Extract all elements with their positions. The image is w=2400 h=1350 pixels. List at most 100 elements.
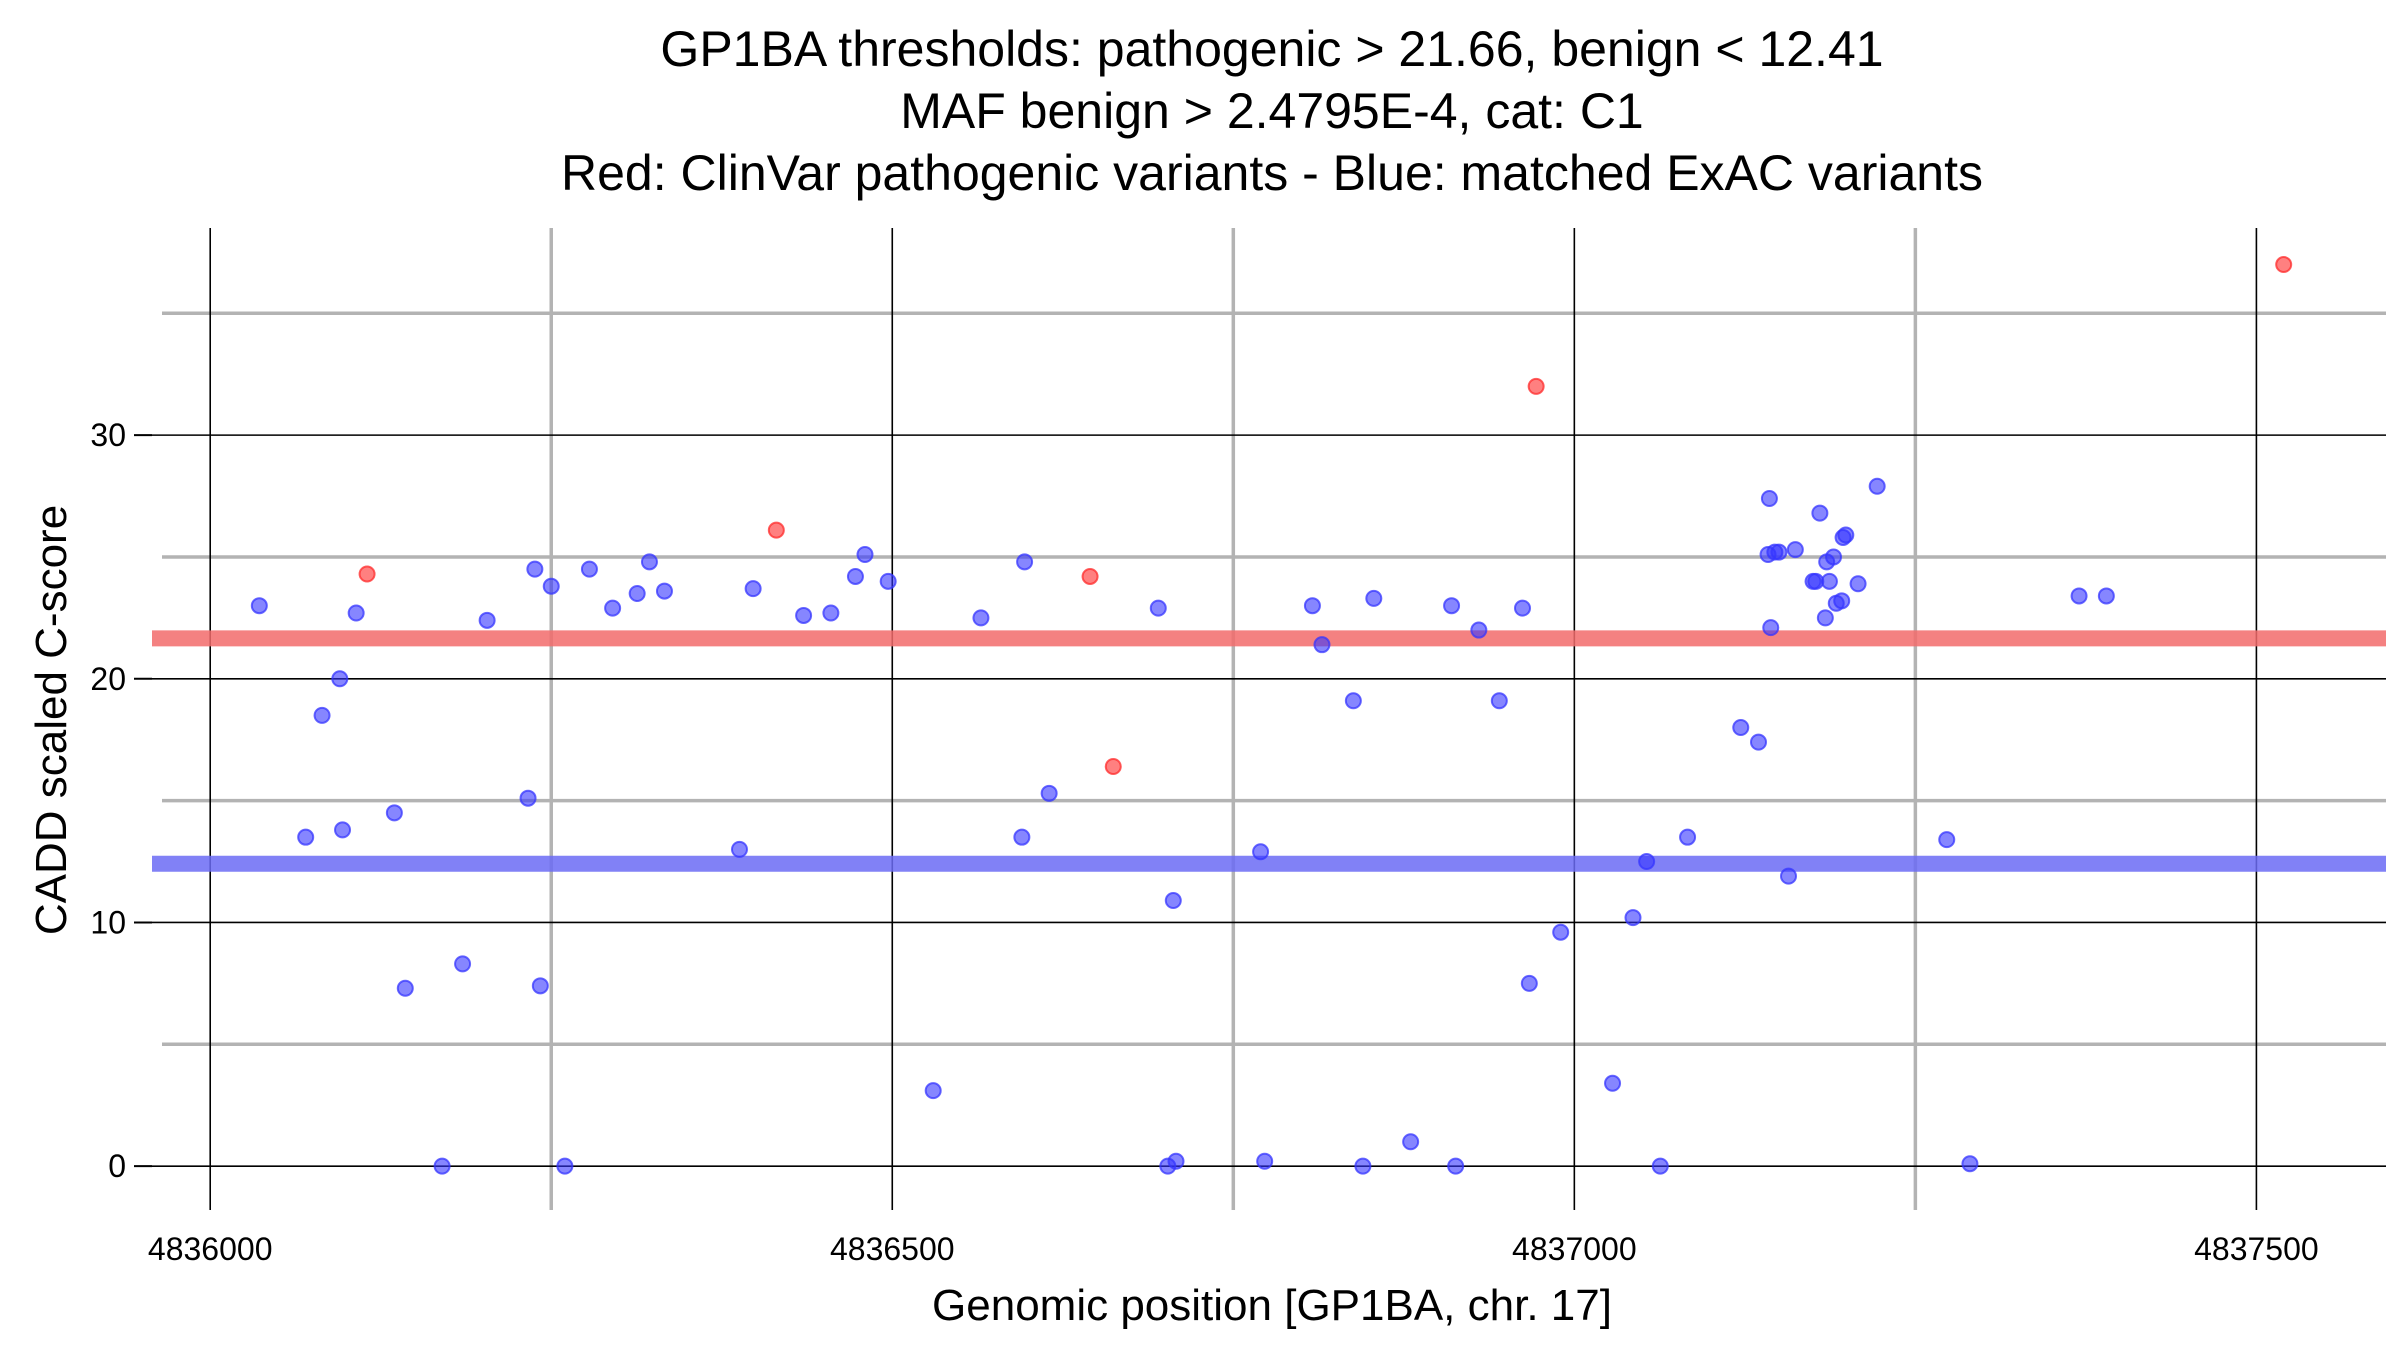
data-point [1013,828,1031,846]
data-point [1816,609,1834,627]
data-point [1081,567,1099,585]
data-point [358,565,376,583]
x-tick-label: 4836500 [830,1231,955,1267]
data-point [1490,692,1508,710]
data-point [2097,587,2115,605]
data-point [1016,553,1034,571]
data-point [655,582,673,600]
data-point [542,577,560,595]
data-point [1104,758,1122,776]
data-point [1811,504,1829,522]
data-point [1780,867,1798,885]
data-point [640,553,658,571]
data-point [1868,477,1886,495]
x-tick-label: 4837500 [2194,1231,2319,1267]
data-point [1365,589,1383,607]
data-point [1256,1152,1274,1170]
data-point [1760,489,1778,507]
data-point [1786,541,1804,559]
data-point [1520,974,1538,992]
data-point [1470,621,1488,639]
data-point [1303,597,1321,615]
data-point [454,955,472,973]
data-point [795,606,813,624]
data-point [1604,1074,1622,1092]
data-point [924,1082,942,1100]
data-point [1762,619,1780,637]
data-point [1849,575,1867,593]
data-point [2070,587,2088,605]
data-point [297,828,315,846]
data-point [313,706,331,724]
data-point [1552,923,1570,941]
data-point [1167,1152,1185,1170]
data-point [1732,719,1750,737]
data-point [1443,597,1461,615]
chart-title-line-2: MAF benign > 2.4795E-4, cat: C1 [900,83,1643,139]
data-point [347,604,365,622]
data-point [972,609,990,627]
data-point [730,840,748,858]
data-point [580,560,598,578]
x-axis-title: Genomic position [GP1BA, chr. 17] [932,1281,1612,1330]
data-point [1313,636,1331,654]
data-point [879,572,897,590]
data-point [1447,1157,1465,1175]
chart-title-line-3: Red: ClinVar pathogenic variants - Blue:… [561,145,1983,201]
data-point [331,670,349,688]
data-point [519,789,537,807]
data-point [1961,1155,1979,1173]
minor-gridlines [162,228,2386,1210]
data-point [1040,784,1058,802]
data-point [1624,909,1642,927]
data-point [1749,733,1767,751]
data-point [1638,853,1656,871]
data-point [385,804,403,822]
chart-title-line-1: GP1BA thresholds: pathogenic > 21.66, be… [660,21,1883,77]
data-point [478,611,496,629]
data-point [250,597,268,615]
data-point [1837,526,1855,544]
data-point [1938,831,1956,849]
data-point [433,1157,451,1175]
y-tick-label: 20 [90,661,126,697]
data-point [1149,599,1167,617]
data-point [1770,543,1788,561]
data-point [1527,377,1545,395]
data-point [1402,1133,1420,1151]
x-tick-label: 4837000 [1512,1231,1637,1267]
data-point [1833,592,1851,610]
data-point [822,604,840,622]
y-tick-label: 10 [90,904,126,940]
data-points [250,256,2293,1175]
data-point [1164,892,1182,910]
data-point [1354,1157,1372,1175]
data-point [744,580,762,598]
chart-title: GP1BA thresholds: pathogenic > 21.66, be… [561,21,1983,201]
data-point [604,599,622,617]
threshold-lines [152,630,2386,872]
data-point [531,977,549,995]
major-gridlines [152,228,2386,1210]
data-point [846,567,864,585]
data-point [1514,599,1532,617]
data-point [1252,843,1270,861]
data-point [2275,256,2293,274]
y-tick-marks [134,434,152,1168]
data-point [856,546,874,564]
data-point [396,979,414,997]
y-tick-labels: 0 10 20 30 [90,417,126,1184]
y-axis-title: CADD scaled C-score [27,505,76,935]
data-point [1651,1157,1669,1175]
data-point [526,560,544,578]
y-tick-label: 30 [90,417,126,453]
data-point [1820,572,1838,590]
data-point [767,521,785,539]
data-point [556,1157,574,1175]
y-tick-label: 0 [108,1148,126,1184]
x-tick-labels: 4836000 4836500 4837000 4837500 [148,1231,2319,1267]
data-point [1344,692,1362,710]
data-point [1679,828,1697,846]
data-point [334,821,352,839]
